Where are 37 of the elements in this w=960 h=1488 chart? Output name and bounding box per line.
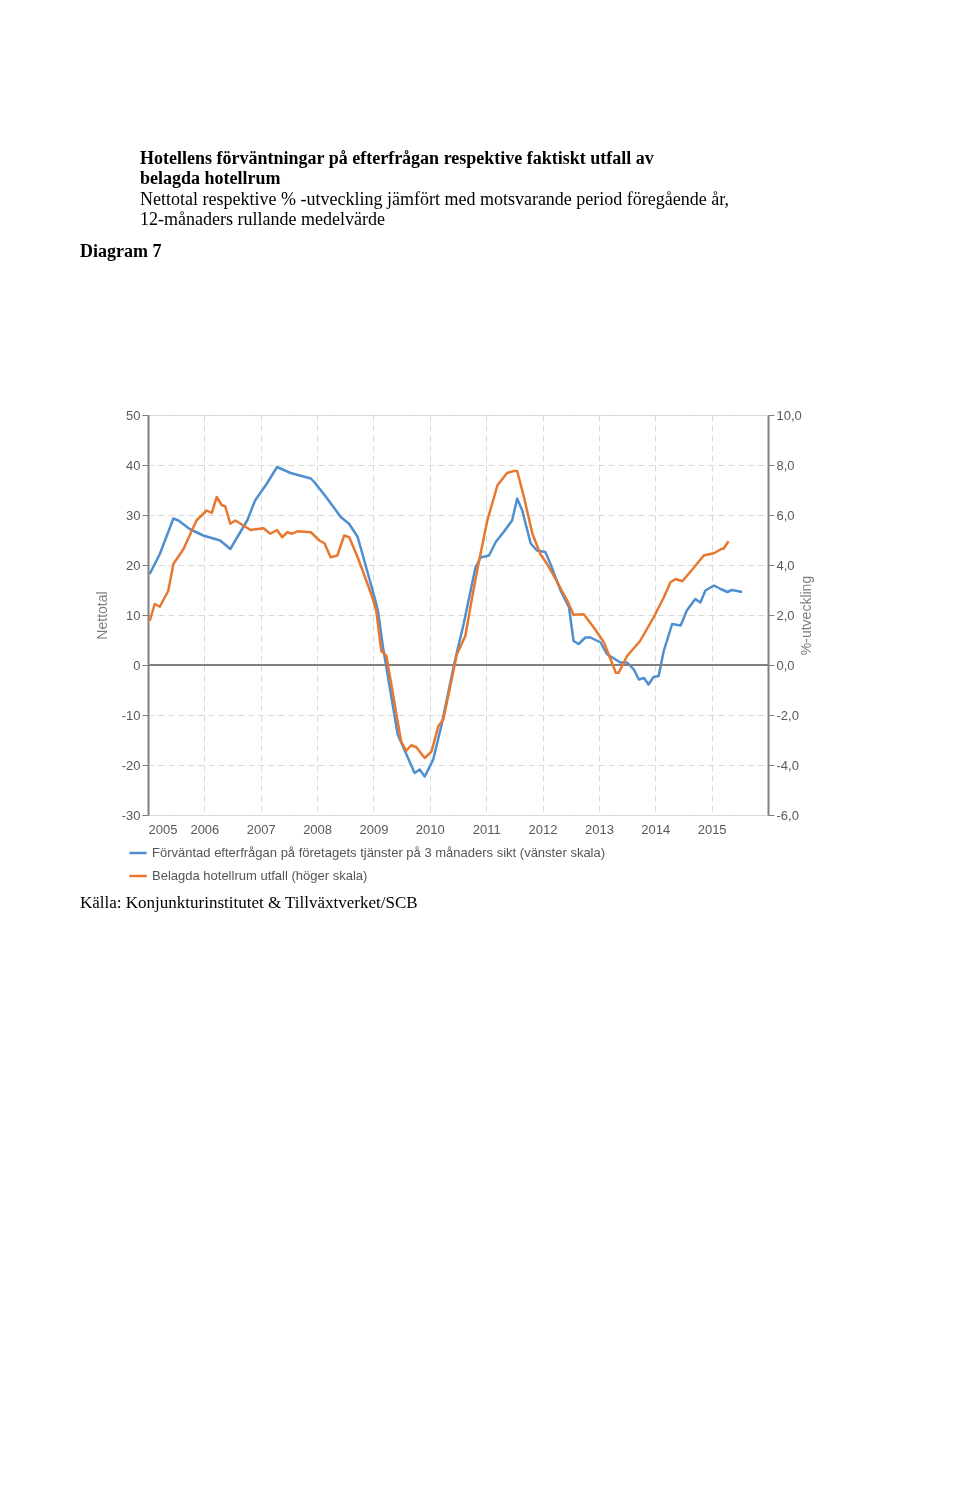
x-tick-label: 2012 <box>528 821 558 837</box>
x-tick-label: 2006 <box>190 821 220 837</box>
y-axis-title: Nettotal <box>93 591 110 640</box>
y-tick-label: 40 <box>126 457 141 473</box>
y2-tick-label: 10,0 <box>776 407 802 423</box>
y-tick-label: 20 <box>126 557 141 573</box>
y-tick-label: -10 <box>121 707 141 723</box>
x-tick-label: 2007 <box>246 821 276 837</box>
x-tick-label: 2014 <box>641 821 671 837</box>
chart-title: Hotellens förväntningar på efterfrågan respektive faktiskt utfall av belagda hotellrum <box>140 148 654 188</box>
y2-tick-label: -4,0 <box>776 757 799 773</box>
y-tick-label: 0 <box>133 657 141 673</box>
text: Diagram 7 <box>80 241 162 261</box>
legend-label: Belagda hotellrum utfall (höger skala) <box>152 868 368 883</box>
x-tick-label: 2015 <box>697 821 727 837</box>
x-tick-label: 2009 <box>359 821 389 837</box>
y2-axis-title: %-utveckling <box>797 575 814 656</box>
y-tick-label: 50 <box>126 407 141 423</box>
x-tick-label: 2010 <box>415 821 445 837</box>
y-tick-label: -20 <box>121 757 141 773</box>
x-tick-label: 2005 <box>148 821 178 837</box>
legend-label: Förväntad efterfrågan på företagets tjänster på 3 månaders sikt (vänster skala) <box>152 845 606 860</box>
x-tick-label: 2011 <box>472 821 501 837</box>
x-tick-label: 2008 <box>303 821 333 837</box>
y-tick-label: 10 <box>126 607 141 623</box>
y2-tick-label: 8,0 <box>776 457 795 473</box>
y2-tick-label: 2,0 <box>776 607 795 623</box>
chart-subtitle: Nettotal respektive % -utveckling jämfört med motsvarande period föregående år, 12-månaders rullande medelvärde <box>140 189 730 229</box>
y2-tick-label: 4,0 <box>776 557 795 573</box>
y2-tick-label: 6,0 <box>776 507 795 523</box>
x-tick-label: 2013 <box>584 821 614 837</box>
y-tick-label: 30 <box>126 507 141 523</box>
y-tick-label: -30 <box>121 807 141 823</box>
y2-tick-label: 0,0 <box>776 657 795 673</box>
text: Källa: Konjunkturinstitutet & Tillväxtverket/SCB <box>80 893 418 912</box>
y2-tick-label: -6,0 <box>776 807 799 823</box>
y2-tick-label: -2,0 <box>776 707 799 723</box>
